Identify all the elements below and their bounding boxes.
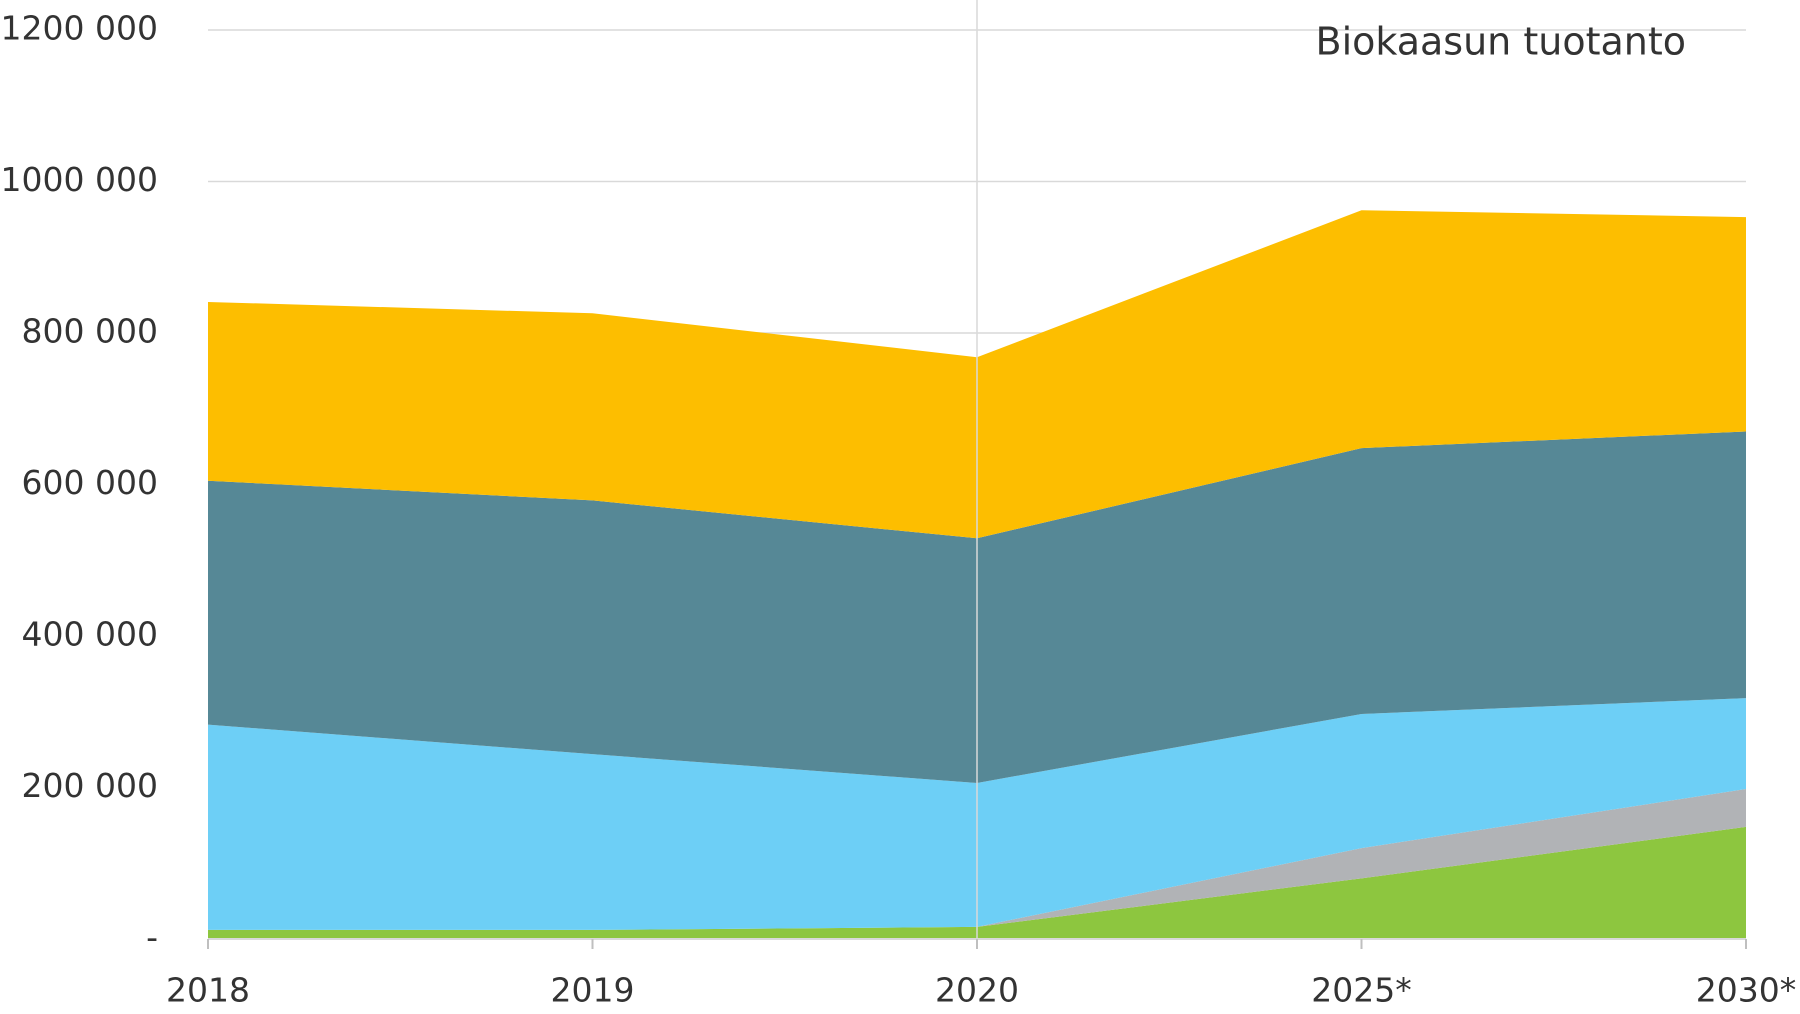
chart-title: Biokaasun tuotanto bbox=[1316, 20, 1686, 64]
x-tick-label: 2025* bbox=[1311, 971, 1411, 1010]
y-tick-label: 400 000 bbox=[22, 615, 158, 654]
y-tick-label: - bbox=[146, 918, 158, 957]
area bbox=[208, 826, 1746, 939]
y-tick-label: 600 000 bbox=[22, 463, 158, 502]
y-tick-label: 200 000 bbox=[22, 766, 158, 805]
x-tick-label: 2030* bbox=[1696, 971, 1796, 1010]
y-tick-label: 800 000 bbox=[22, 312, 158, 351]
y-tick-label: 1000 000 bbox=[1, 160, 158, 199]
area bbox=[208, 789, 1746, 930]
x-tick-label: 2020 bbox=[935, 971, 1019, 1010]
y-tick-label: 1200 000 bbox=[1, 9, 158, 48]
x-tick-label: 2019 bbox=[551, 971, 635, 1010]
x-tick-label: 2018 bbox=[166, 971, 250, 1010]
